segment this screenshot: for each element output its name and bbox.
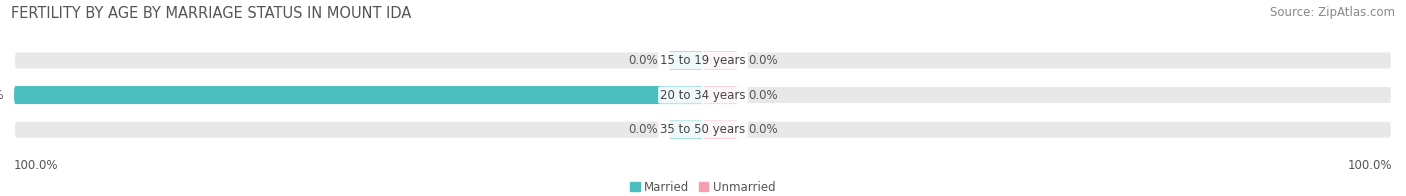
FancyBboxPatch shape — [669, 121, 703, 139]
Text: 100.0%: 100.0% — [14, 159, 59, 172]
Text: 100.0%: 100.0% — [1347, 159, 1392, 172]
FancyBboxPatch shape — [14, 86, 703, 104]
FancyBboxPatch shape — [703, 86, 738, 104]
Text: 0.0%: 0.0% — [748, 54, 778, 67]
FancyBboxPatch shape — [14, 51, 1392, 69]
FancyBboxPatch shape — [669, 51, 703, 69]
Text: 15 to 19 years: 15 to 19 years — [661, 54, 745, 67]
FancyBboxPatch shape — [703, 51, 738, 69]
Text: Source: ZipAtlas.com: Source: ZipAtlas.com — [1270, 6, 1395, 19]
FancyBboxPatch shape — [14, 121, 1392, 139]
Text: FERTILITY BY AGE BY MARRIAGE STATUS IN MOUNT IDA: FERTILITY BY AGE BY MARRIAGE STATUS IN M… — [11, 6, 412, 21]
Legend: Married, Unmarried: Married, Unmarried — [626, 176, 780, 196]
Text: 0.0%: 0.0% — [748, 89, 778, 102]
FancyBboxPatch shape — [14, 86, 1392, 104]
Text: 35 to 50 years: 35 to 50 years — [661, 123, 745, 136]
Text: 100.0%: 100.0% — [0, 89, 4, 102]
Text: 0.0%: 0.0% — [748, 123, 778, 136]
FancyBboxPatch shape — [703, 121, 738, 139]
Text: 0.0%: 0.0% — [628, 54, 658, 67]
Text: 20 to 34 years: 20 to 34 years — [661, 89, 745, 102]
Text: 0.0%: 0.0% — [628, 123, 658, 136]
